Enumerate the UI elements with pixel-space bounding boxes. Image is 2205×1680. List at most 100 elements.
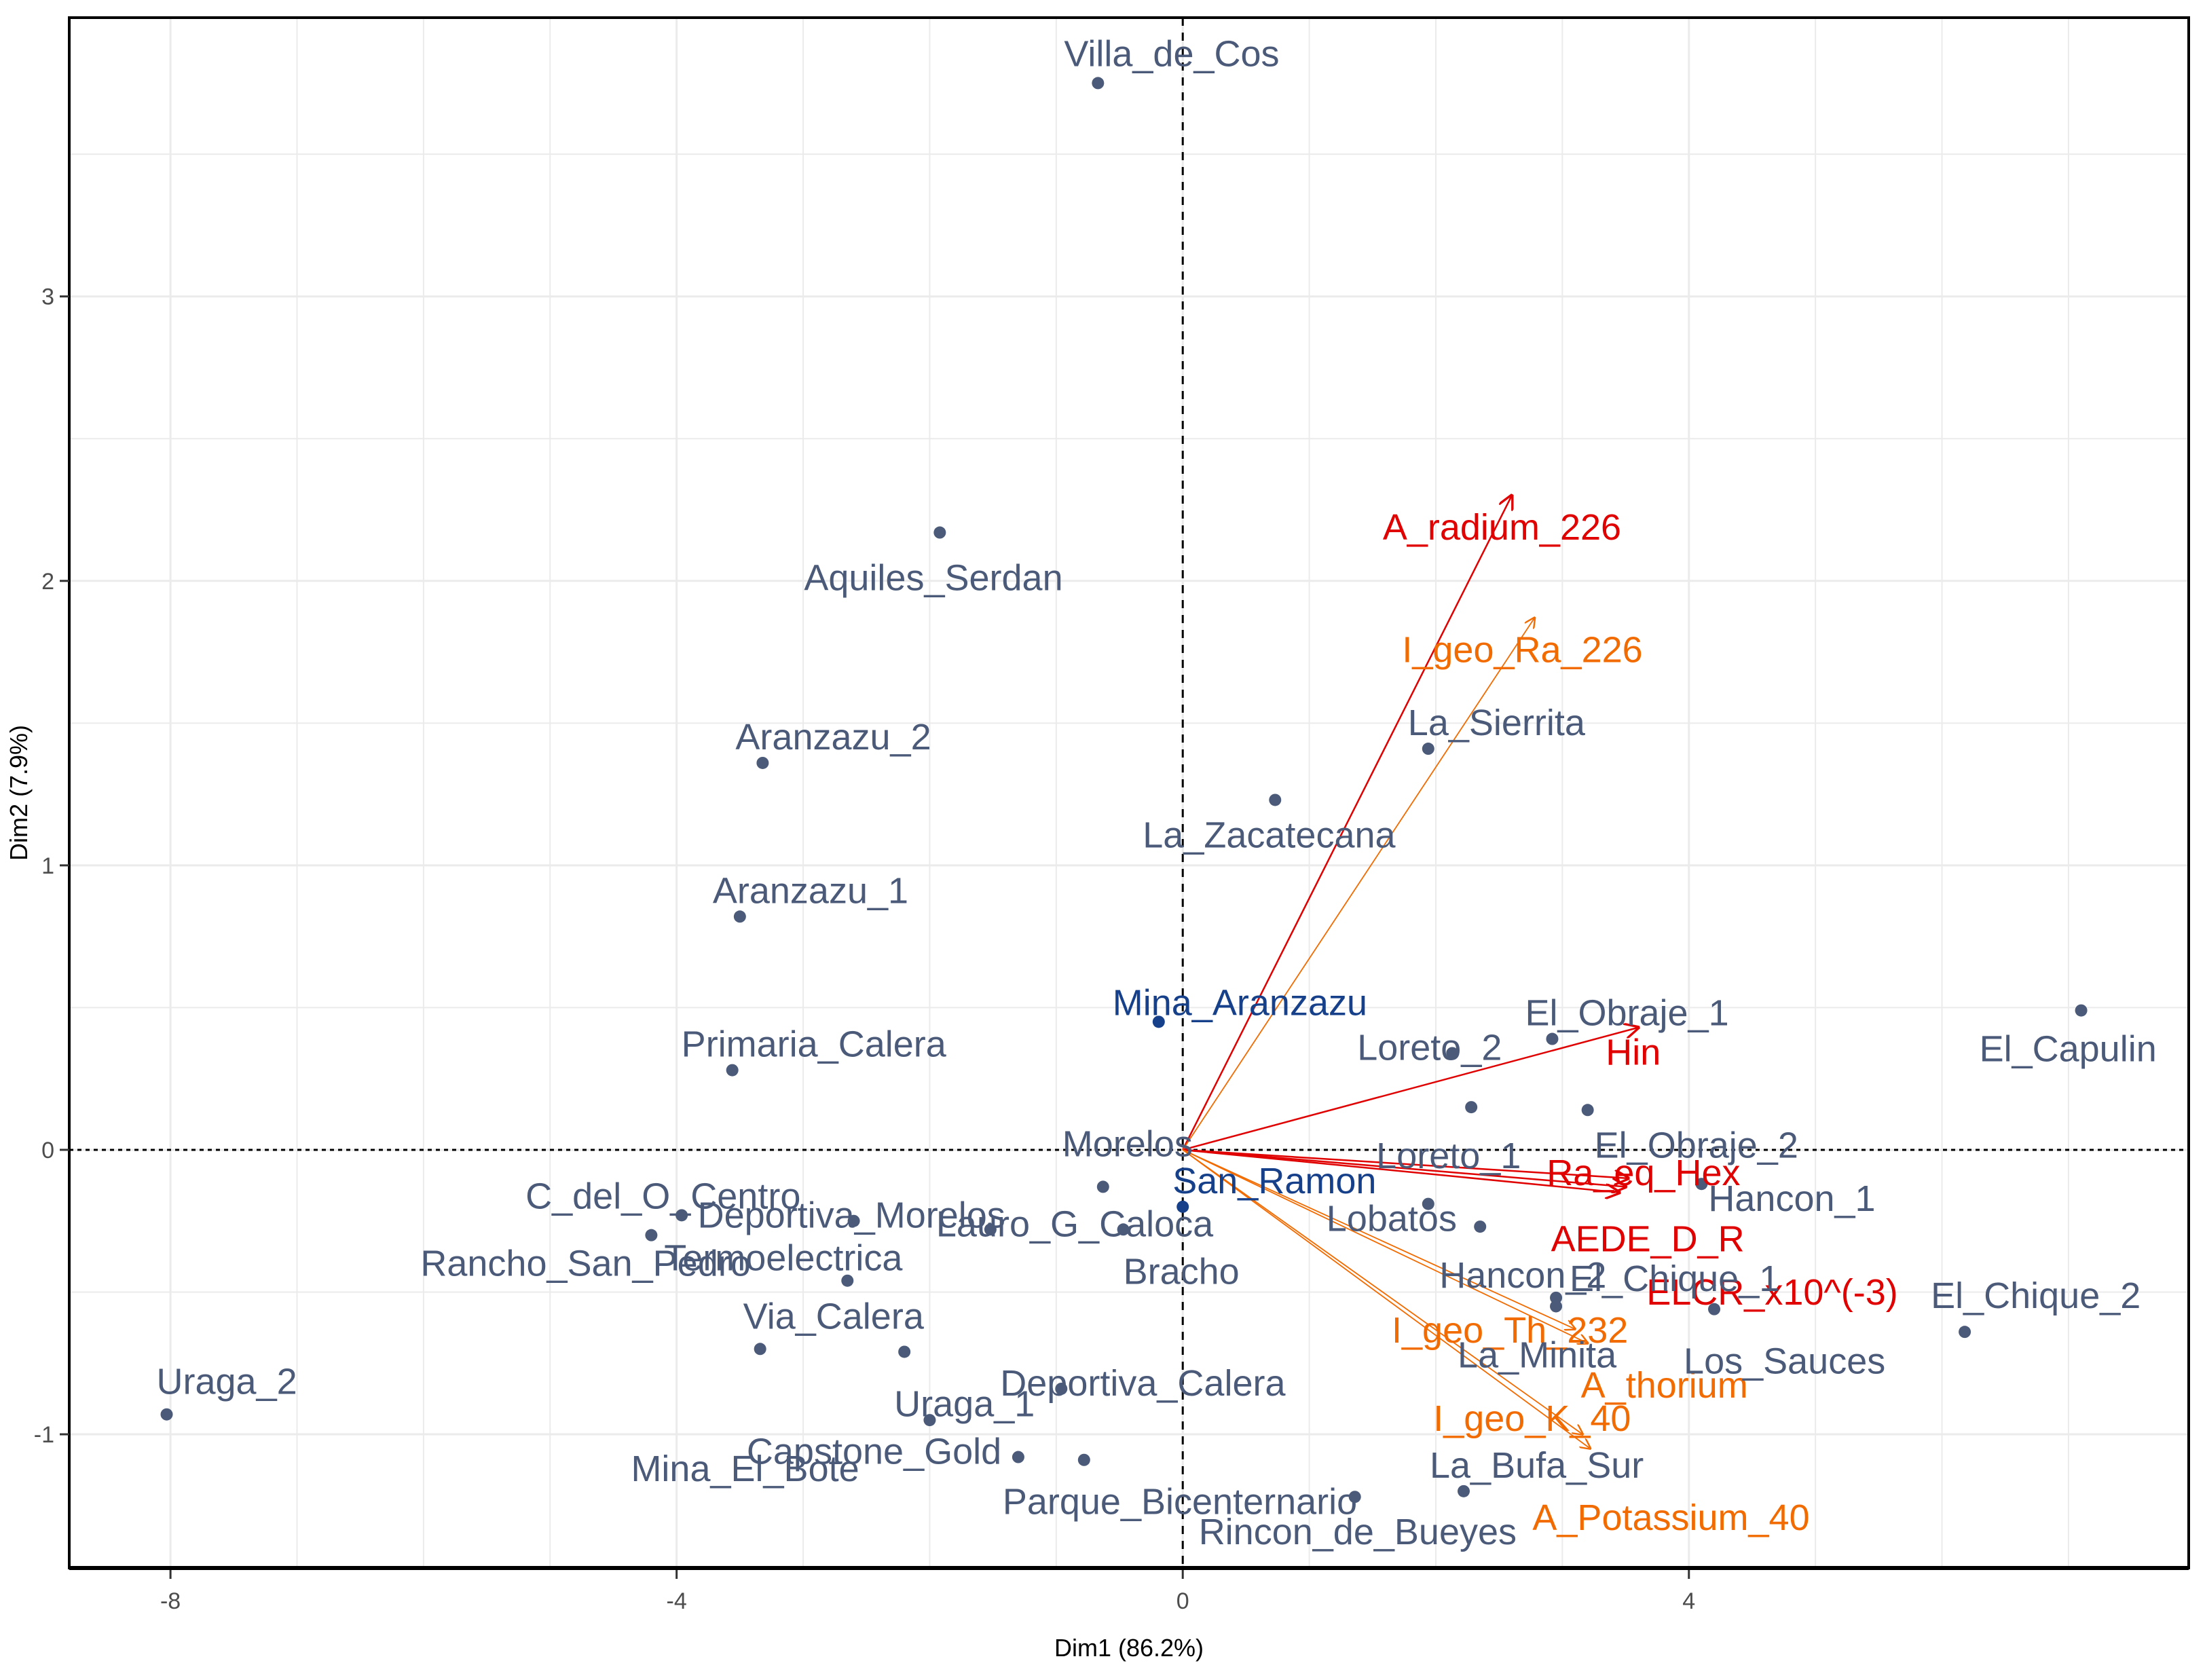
individual-label: La_Minita xyxy=(1458,1334,1617,1375)
individual-point xyxy=(1117,1223,1130,1236)
individual-point xyxy=(1959,1326,1971,1339)
plot-background xyxy=(69,18,2189,1568)
individual-label: Via_Calera xyxy=(743,1296,925,1337)
individual-label: El_Chique_1 xyxy=(1570,1258,1779,1299)
individual-label: Loreto_1 xyxy=(1376,1136,1521,1176)
x-tick-label: -4 xyxy=(667,1588,687,1614)
grid-lines xyxy=(69,18,2189,1568)
individual-label: Mina_Aranzazu xyxy=(1113,982,1367,1023)
individual-label: El_Chique_2 xyxy=(1931,1275,2141,1316)
individual-point xyxy=(841,1274,854,1287)
y-tick-label: 0 xyxy=(41,1138,54,1163)
individual-point xyxy=(733,910,746,923)
individual-label: San_Ramon xyxy=(1172,1161,1376,1201)
variable-label: A_Potassium_40 xyxy=(1532,1497,1809,1538)
individual-label: Hancon_1 xyxy=(1708,1178,1875,1219)
variable-label: AEDE_D_R xyxy=(1551,1218,1745,1259)
variable-arrow xyxy=(1182,1028,1638,1151)
individual-point xyxy=(1012,1451,1024,1463)
variable-label: A_radium_226 xyxy=(1383,507,1621,548)
individual-point xyxy=(1550,1300,1563,1313)
individual-label: Bracho xyxy=(1124,1251,1240,1292)
individual-label: Rancho_San_Pedro xyxy=(420,1244,750,1284)
individual-label: Lauro_G_Caloca xyxy=(936,1203,1214,1244)
individual-point xyxy=(1422,1197,1434,1210)
y-tick-label: 3 xyxy=(41,284,54,310)
individual-label: Mina_El_Bote xyxy=(631,1449,859,1489)
individual-label: El_Obraje_2 xyxy=(1595,1125,1798,1165)
y-tick-label: -1 xyxy=(34,1422,54,1448)
individual-point xyxy=(923,1414,936,1427)
variable-arrow xyxy=(1183,1149,1628,1178)
individual-label: Deportiva_Calera xyxy=(1000,1363,1286,1404)
individual-label: Morelos xyxy=(1062,1123,1193,1164)
individual-point xyxy=(1457,1485,1470,1497)
individual-point xyxy=(933,526,946,539)
individual-label: Los_Sauces xyxy=(1684,1341,1885,1382)
labels: A_radium_226 I_geo_Ra_226 Hin Ra_eq_Hex AEDE… xyxy=(157,33,2157,1552)
individual-point xyxy=(645,1229,658,1242)
individual-point xyxy=(1465,1101,1478,1114)
individual-label: La_Bufa_Sur xyxy=(1430,1445,1644,1486)
axis-ticks: -8 -4 0 4 -1 0 1 2 3 xyxy=(34,284,1695,1614)
individual-point xyxy=(1077,1453,1090,1466)
variable-arrow xyxy=(1183,1149,1625,1187)
individual-point xyxy=(1581,1104,1594,1117)
individual-point xyxy=(847,1214,860,1227)
individual-point xyxy=(754,1343,766,1356)
variable-arrow xyxy=(1182,496,1512,1151)
variable-arrows xyxy=(1182,496,1638,1449)
individual-label: Aquiles_Serdan xyxy=(804,558,1062,599)
individual-label: Capstone_Gold xyxy=(747,1432,1001,1472)
individual-point xyxy=(1422,743,1434,755)
variable-label: I_geo_Ra_226 xyxy=(1402,629,1642,670)
individual-label: Termoelectrica xyxy=(664,1238,903,1279)
individual-point xyxy=(1176,1200,1189,1213)
individual-label: Deportiva_Morelos xyxy=(698,1195,1005,1236)
variable-arrow xyxy=(1182,1149,1590,1449)
variable-label: ELCR_x10^(-3) xyxy=(1646,1272,1897,1313)
individual-label: Aranzazu_1 xyxy=(713,870,908,911)
y-axis-title: Dim2 (7.9%) xyxy=(5,725,33,861)
individual-point xyxy=(1096,1180,1109,1193)
individual-label: Uraga_2 xyxy=(157,1362,297,1402)
variable-arrow xyxy=(1182,1149,1582,1434)
individual-label: Primaria_Calera xyxy=(682,1024,947,1065)
individual-point xyxy=(1269,794,1282,806)
x-axis-title: Dim1 (86.2%) xyxy=(1054,1634,1204,1662)
variable-arrow xyxy=(1182,1149,1587,1343)
individual-point xyxy=(1152,1015,1165,1028)
individual-label: C_del_O_Centro xyxy=(525,1176,800,1216)
individual-point xyxy=(1446,1047,1459,1060)
variable-label: Ra_eq_Hex xyxy=(1546,1153,1740,1193)
variable-arrow xyxy=(1182,1149,1575,1329)
y-tick-label: 2 xyxy=(41,569,54,595)
individual-point xyxy=(1348,1491,1361,1504)
variable-label: I_geo_Th_232 xyxy=(1392,1310,1628,1351)
variable-arrow xyxy=(1183,1149,1619,1193)
individual-point xyxy=(1092,77,1105,90)
individual-points xyxy=(160,77,2088,1504)
variable-arrow xyxy=(1182,618,1534,1151)
individual-label: El_Obraje_1 xyxy=(1525,993,1728,1034)
individual-label: La_Sierrita xyxy=(1408,703,1586,743)
individual-label: El_Capulin xyxy=(1980,1029,2157,1070)
individual-label: Rincon_de_Bueyes xyxy=(1199,1512,1517,1552)
x-tick-label: 0 xyxy=(1176,1588,1189,1614)
individual-label: La_Zacatecana xyxy=(1143,815,1396,855)
variable-label: A_thorium xyxy=(1581,1365,1748,1406)
individual-point xyxy=(898,1345,911,1358)
individual-label: Aranzazu_2 xyxy=(735,717,931,758)
individual-label: Uraga_1 xyxy=(894,1383,1035,1424)
individual-point xyxy=(675,1209,688,1222)
x-tick-label: 4 xyxy=(1682,1588,1695,1614)
individual-label: Villa_de_Cos xyxy=(1064,33,1279,74)
individual-point xyxy=(2075,1004,2088,1017)
individual-label: Hancon_2 xyxy=(1439,1255,1606,1296)
individual-point xyxy=(160,1408,173,1421)
individual-point xyxy=(1546,1032,1559,1045)
individual-point xyxy=(984,1223,997,1236)
individual-label: Parque_Bicenternario xyxy=(1003,1482,1357,1523)
variable-label: Hin xyxy=(1606,1032,1661,1073)
